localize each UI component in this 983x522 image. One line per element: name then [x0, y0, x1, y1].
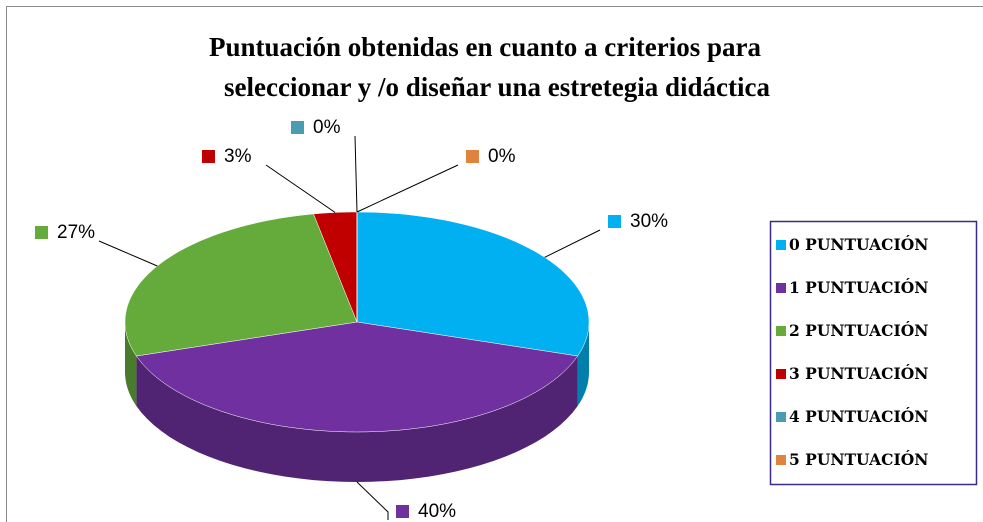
label-swatch	[608, 215, 621, 228]
label-swatch	[466, 150, 479, 163]
legend-label: 1 PUNTUACIÓN	[789, 278, 928, 297]
slice-side	[136, 356, 578, 482]
data-label: 3%	[224, 146, 252, 167]
label-swatch	[291, 121, 304, 134]
label-swatch	[35, 226, 48, 239]
leader-line	[265, 164, 336, 213]
leader-line	[354, 135, 358, 213]
label-swatch	[396, 505, 409, 518]
legend-swatch	[776, 455, 786, 465]
leader-line	[356, 481, 389, 520]
leader-line	[98, 240, 158, 267]
legend-label: 3 PUNTUACIÓN	[789, 364, 928, 383]
legend-swatch	[776, 240, 786, 250]
legend-swatch	[776, 283, 786, 293]
legend-label: 4 PUNTUACIÓN	[789, 407, 928, 426]
chart-title: seleccionar y /o diseñar una estretegia …	[224, 72, 770, 102]
slice	[313, 211, 358, 323]
legend-swatch	[776, 412, 786, 422]
data-label: 27%	[57, 222, 95, 243]
legend-label: 0 PUNTUACIÓN	[789, 235, 928, 254]
chart-title: Puntuación obtenidas en cuanto a criteri…	[209, 32, 762, 62]
leader-line	[356, 164, 459, 213]
data-label: 40%	[418, 501, 456, 522]
legend-label: 2 PUNTUACIÓN	[789, 321, 928, 340]
slice	[135, 321, 579, 433]
data-label: 0%	[488, 146, 516, 167]
slice-side	[577, 322, 589, 406]
legend-swatch	[776, 326, 786, 336]
legend-swatch	[776, 369, 786, 379]
slice-side	[125, 322, 137, 406]
leader-line	[544, 229, 601, 258]
legend-label: 5 PUNTUACIÓN	[789, 450, 928, 469]
data-label: 30%	[630, 211, 668, 232]
label-swatch	[202, 150, 215, 163]
legend-box	[769, 220, 978, 486]
data-label: 0%	[313, 117, 341, 138]
